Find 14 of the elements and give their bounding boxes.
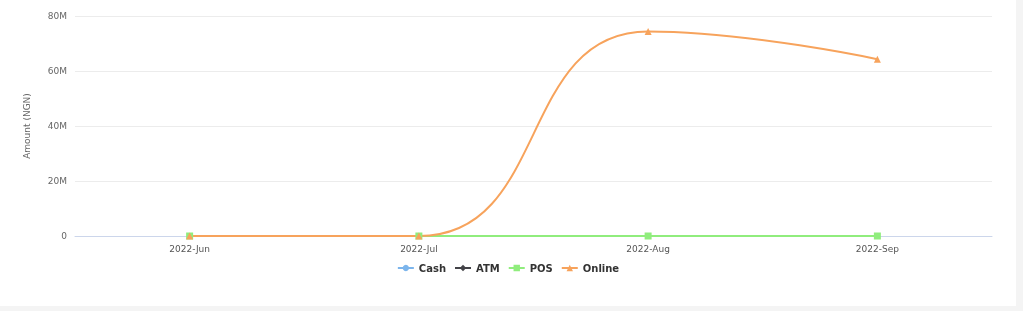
x-tick-label: 2022-Aug (626, 243, 670, 254)
legend-label: Online (582, 262, 620, 274)
x-tick-label: 2022-Sep (855, 243, 900, 254)
legend-label: ATM (476, 262, 500, 274)
legend-label: Cash (418, 262, 447, 274)
y-tick-label: 0 (61, 231, 68, 241)
y-axis-title: Amount (NGN) (21, 93, 32, 159)
x-tick-label: 2022-Jun (169, 243, 210, 254)
y-tick-label: 80M (47, 11, 67, 21)
y-tick-label: 60M (47, 66, 67, 76)
x-tick-label: 2022-Jul (400, 243, 438, 254)
y-tick-label: 40M (47, 121, 67, 131)
y-tick-label: 20M (47, 176, 67, 186)
legend-label: POS (529, 262, 553, 274)
